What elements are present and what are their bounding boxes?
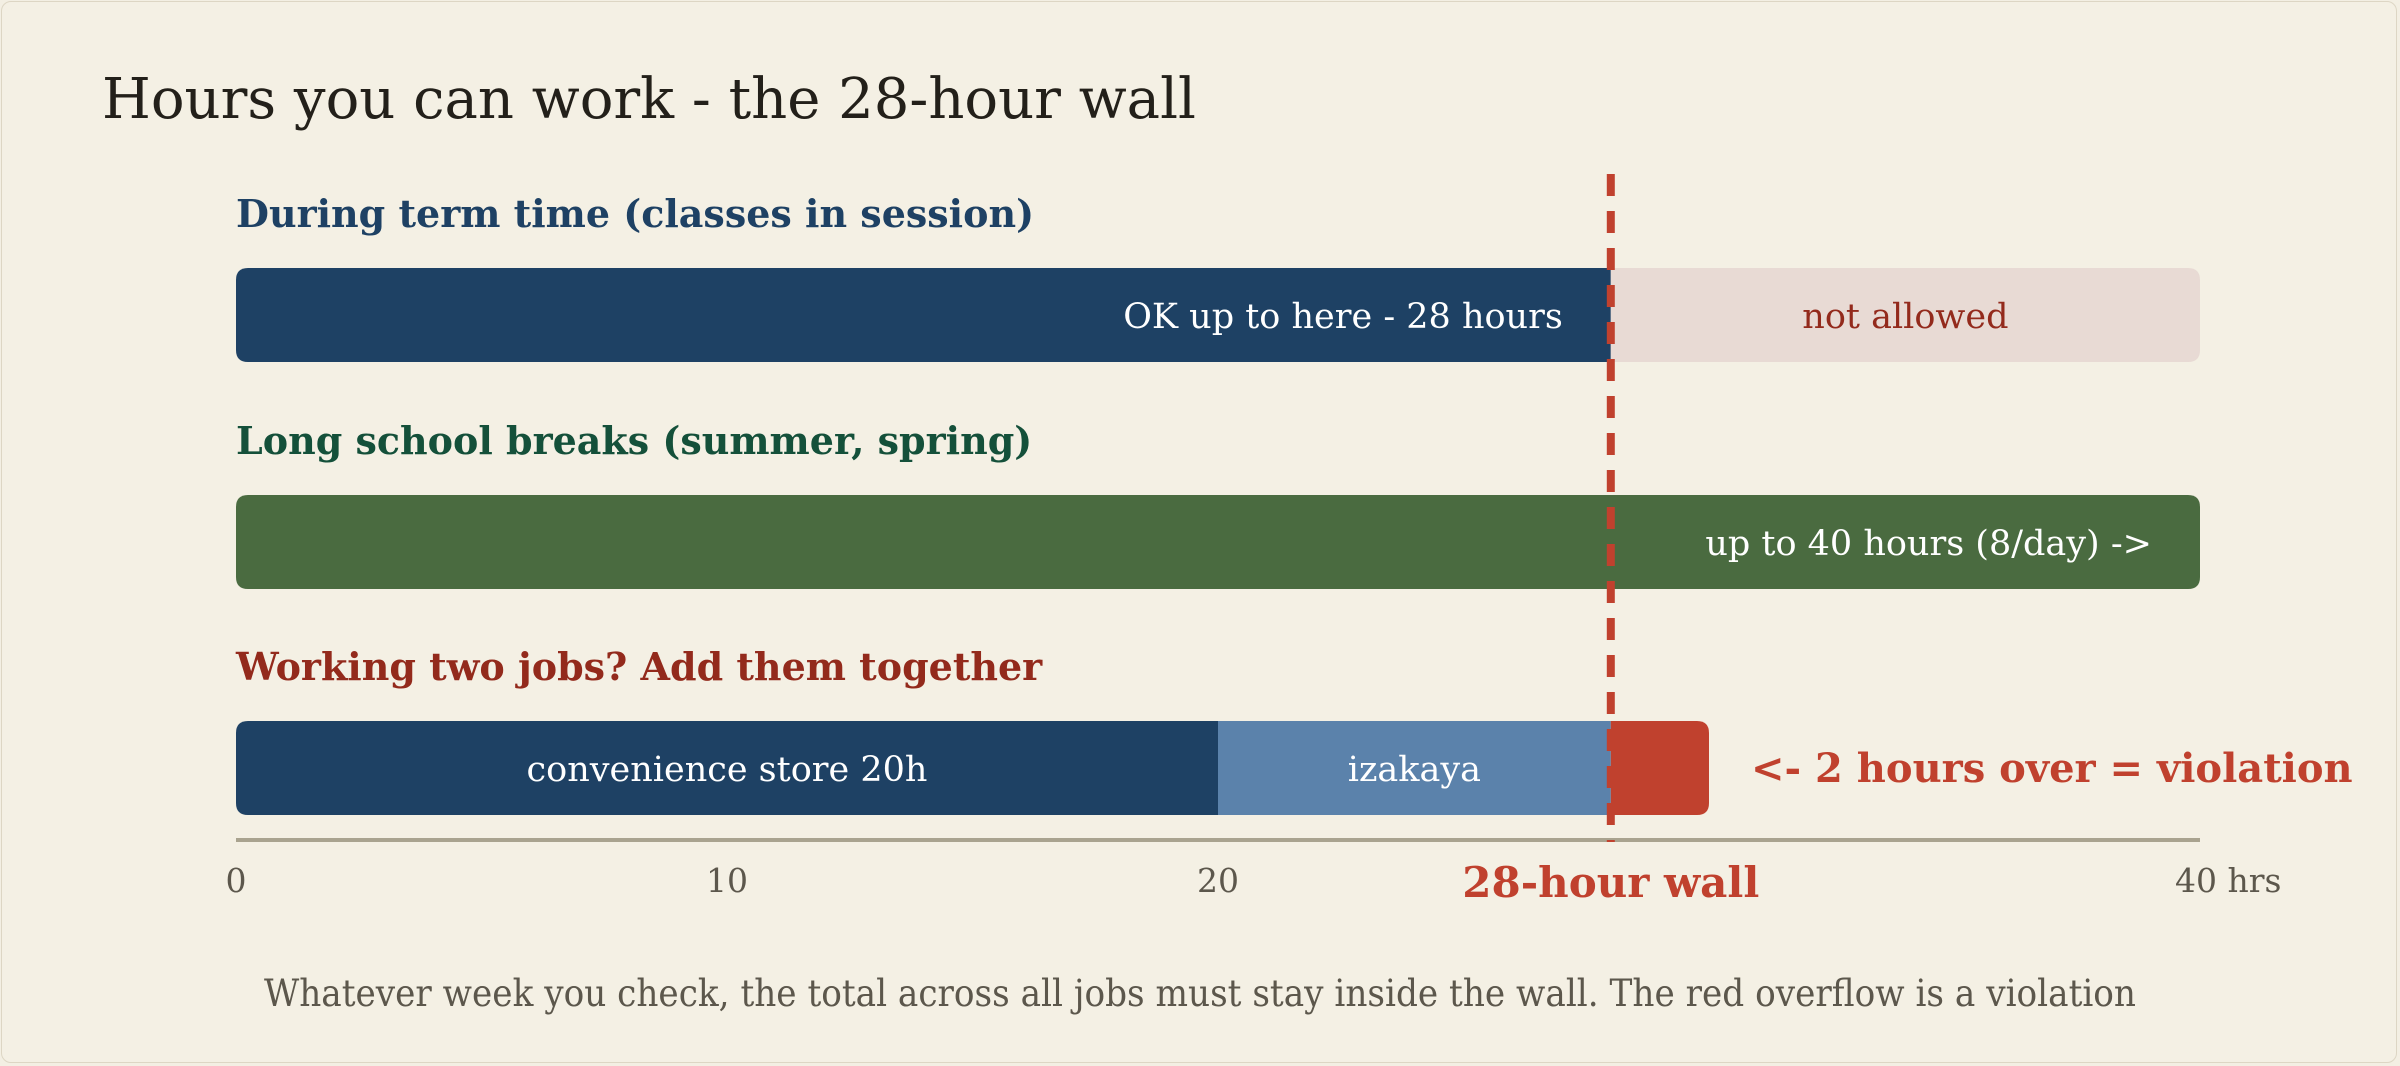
- violation-annotation: <- 2 hours over = violation: [1751, 745, 2353, 792]
- x-tick-label: 0: [226, 861, 247, 900]
- bar-segment: [236, 721, 1218, 815]
- page-title: Hours you can work - the 28-hour wall: [102, 67, 1196, 132]
- bar-segment: [1610, 268, 2200, 362]
- bar-segment: [236, 268, 1611, 362]
- bar-segment: [1610, 721, 1709, 815]
- x-tick-label: 20: [1197, 861, 1239, 900]
- segment-label: convenience store 20h: [527, 750, 928, 790]
- row-heading: Working two jobs? Add them together: [235, 644, 1043, 689]
- threshold-label: 28-hour wall: [1462, 858, 1759, 907]
- segment-label: up to 40 hours (8/day) ->: [1705, 524, 2152, 564]
- bar-segment: [1218, 721, 1611, 815]
- segment-label: not allowed: [1802, 297, 2008, 337]
- row-heading: Long school breaks (summer, spring): [236, 418, 1032, 463]
- bar-segment: [236, 495, 2200, 589]
- caption: Whatever week you check, the total acros…: [264, 972, 2136, 1015]
- row-heading: During term time (classes in session): [236, 191, 1034, 236]
- x-tick-label: 10: [706, 861, 748, 900]
- segment-label: OK up to here - 28 hours: [1123, 297, 1563, 337]
- x-tick-label: 40 hrs: [2175, 861, 2281, 900]
- segment-label: izakaya: [1348, 750, 1481, 790]
